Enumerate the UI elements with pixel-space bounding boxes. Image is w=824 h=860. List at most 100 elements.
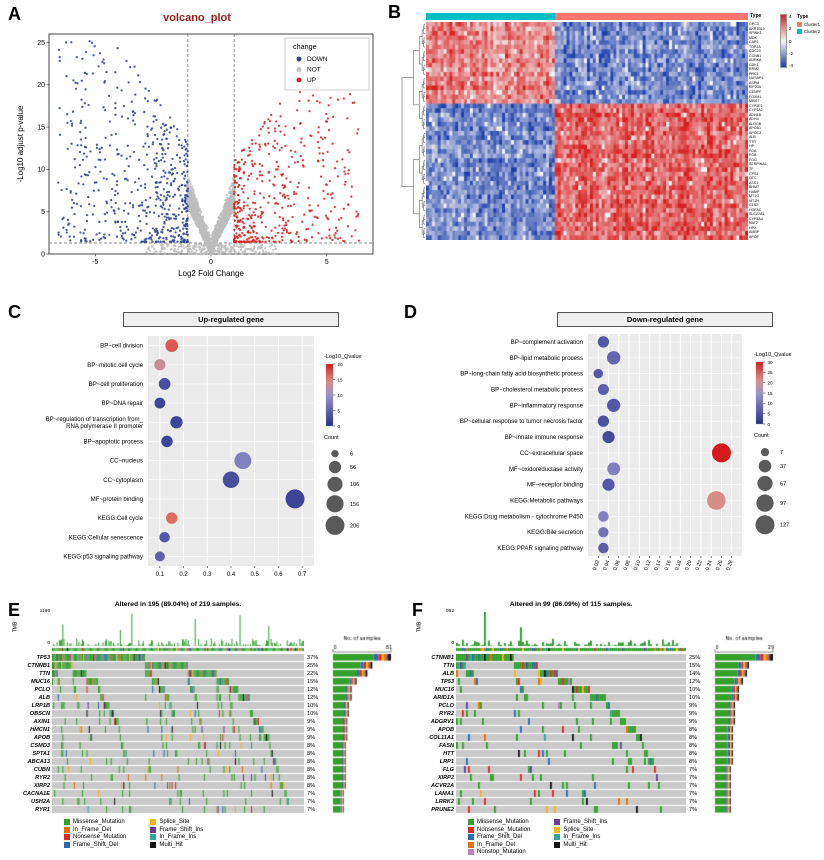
mutation-label: In_Frame_Ins <box>159 834 197 840</box>
gene-label: RYR2 <box>439 711 454 717</box>
gene-label: APOB <box>437 727 454 733</box>
data-point <box>84 237 87 240</box>
data-point <box>182 232 185 235</box>
data-point <box>110 198 113 202</box>
data-point <box>242 222 245 225</box>
data-point <box>154 204 157 207</box>
data-point <box>209 245 212 248</box>
data-point <box>317 126 320 129</box>
data-point <box>198 248 201 251</box>
data-point <box>57 181 60 184</box>
data-point <box>281 232 284 235</box>
data-point <box>318 152 321 155</box>
data-point <box>262 250 265 254</box>
gene-percent: 10% <box>689 695 701 701</box>
data-point <box>159 240 162 243</box>
data-point <box>254 235 257 239</box>
gene-percent: 7% <box>689 767 698 773</box>
category-label: BP~inflammatory response <box>510 402 584 409</box>
data-point <box>242 172 245 175</box>
data-point <box>316 204 320 207</box>
path-el <box>423 203 425 211</box>
data-point <box>222 222 225 226</box>
data-point <box>168 240 172 243</box>
data-point <box>185 152 188 155</box>
data-point <box>143 209 146 212</box>
mutation-legend-item: Missense_Mutation <box>468 819 530 825</box>
data-point <box>131 203 135 207</box>
data-point <box>202 245 206 248</box>
data-point <box>356 132 359 135</box>
tspan-el: BP~regulation of transcription from_ <box>46 416 144 423</box>
data-point <box>82 183 85 186</box>
data-point <box>126 179 129 182</box>
size-legend-dot <box>755 515 775 535</box>
data-point <box>162 225 165 229</box>
cluster-segment <box>426 13 555 20</box>
data-point <box>168 131 171 134</box>
data-point <box>319 175 323 178</box>
data-point <box>87 203 91 206</box>
data-point <box>261 180 264 183</box>
data-point <box>168 195 171 198</box>
data-point <box>273 211 277 215</box>
data-point <box>134 231 138 234</box>
tmb-bars-e <box>52 612 304 652</box>
data-point <box>126 144 129 147</box>
gene-percent: 10% <box>307 711 319 717</box>
data-point <box>210 251 213 254</box>
data-point <box>66 121 69 125</box>
path-el <box>423 105 425 111</box>
mutation-label: Multi_Hit <box>159 841 183 848</box>
data-point <box>66 113 69 116</box>
data-point <box>228 242 231 246</box>
path-el <box>423 26 425 34</box>
tspan-el: BP~cellular response to tumor necrosis f… <box>460 418 583 425</box>
data-point <box>233 177 236 180</box>
mutation-swatch <box>150 834 157 840</box>
data-point <box>297 181 300 185</box>
data-point <box>92 238 95 241</box>
data-point <box>274 247 277 251</box>
heatmap-row-label: CCNB1 <box>749 53 762 58</box>
mutation-swatch <box>554 819 561 825</box>
data-point <box>74 81 77 84</box>
data-point <box>120 115 124 118</box>
data-point <box>326 150 329 154</box>
data-point <box>255 252 259 255</box>
data-point <box>145 222 148 226</box>
path-el <box>423 94 425 102</box>
data-point <box>343 183 346 186</box>
gene-label: OBSCN <box>29 711 50 717</box>
data-point <box>342 97 345 100</box>
data-point <box>285 489 305 509</box>
data-point <box>256 215 260 218</box>
data-point <box>160 175 163 179</box>
data-point <box>130 100 133 103</box>
tick-label: 0.10 <box>633 560 642 572</box>
gene-label: ALB <box>442 671 455 677</box>
data-point <box>258 240 261 243</box>
data-point <box>281 206 284 209</box>
heatmap-canvas <box>426 22 748 240</box>
data-point <box>87 103 90 107</box>
data-point <box>84 50 88 54</box>
data-point <box>145 237 148 240</box>
data-point <box>121 232 125 235</box>
data-point <box>99 158 102 162</box>
data-point <box>161 247 164 251</box>
data-point <box>176 171 179 175</box>
mutation-swatch <box>150 819 157 825</box>
data-point <box>132 150 136 154</box>
data-point <box>156 231 159 235</box>
data-point <box>285 229 289 232</box>
data-point <box>233 167 236 171</box>
data-point <box>159 158 163 162</box>
data-point <box>183 200 186 203</box>
data-point <box>248 224 252 227</box>
data-point <box>138 158 141 161</box>
data-point <box>140 204 144 207</box>
tick-label: -Log10_Qvalue <box>324 354 362 360</box>
data-point <box>108 233 111 237</box>
data-point <box>253 213 257 217</box>
